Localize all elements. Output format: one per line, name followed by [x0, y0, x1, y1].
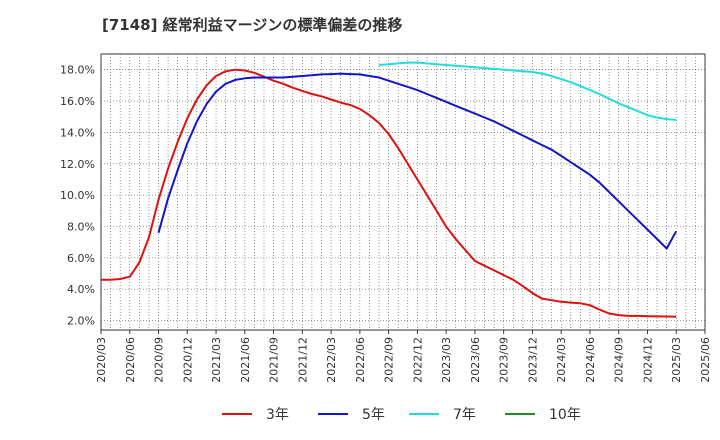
legend-label-0: 3年	[266, 407, 289, 423]
chart-title: [7148] 経常利益マージンの標準偏差の推移	[102, 16, 402, 34]
x-tick-label: 2022/06	[354, 337, 367, 383]
y-tick-label: 12.0%	[60, 158, 95, 171]
x-tick-label: 2024/09	[613, 337, 626, 383]
legend: 3年 5年 7年 10年	[222, 407, 581, 423]
y-tick-label: 14.0%	[60, 126, 95, 139]
x-tick-label: 2023/03	[440, 337, 453, 383]
y-tick-label: 4.0%	[67, 283, 95, 296]
x-tick-label: 2023/12	[526, 337, 539, 383]
x-tick-label: 2020/09	[153, 337, 166, 383]
series-line-1	[157, 72, 678, 250]
y-axis: 2.0% 4.0% 6.0% 8.0% 10.0% 12.0% 14.0% 16.0% 18.0…	[60, 64, 95, 328]
series-lines	[101, 61, 678, 318]
x-tick-label: 2021/09	[268, 337, 281, 383]
x-tick-label: 2022/03	[325, 337, 338, 383]
x-axis: 2020/03 2020/06 2020/09 2020/12 2021/03 2021/…	[95, 330, 712, 383]
x-tick-label: 2023/06	[469, 337, 482, 383]
x-tick-label: 2020/12	[181, 337, 194, 383]
legend-label-3: 10年	[549, 407, 581, 423]
x-tick-label: 2020/06	[124, 337, 137, 383]
series-line-0	[101, 68, 677, 318]
grid	[100, 54, 706, 330]
y-tick-label: 16.0%	[60, 95, 95, 108]
x-tick-label: 2020/03	[95, 337, 108, 383]
x-tick-label: 2021/12	[296, 337, 309, 383]
y-tick-label: 18.0%	[60, 64, 95, 77]
series-line-2	[378, 61, 677, 121]
plot-area	[100, 53, 706, 331]
x-tick-label: 2024/03	[555, 337, 568, 383]
x-tick-label: 2024/12	[641, 337, 654, 383]
legend-label-1: 5年	[362, 407, 385, 423]
y-tick-label: 8.0%	[67, 221, 95, 234]
y-tick-label: 6.0%	[67, 252, 95, 265]
x-tick-label: 2024/06	[584, 337, 597, 383]
x-tick-label: 2022/09	[383, 337, 396, 383]
x-tick-label: 2022/12	[411, 337, 424, 383]
y-tick-label: 2.0%	[67, 315, 95, 328]
x-tick-label: 2021/06	[239, 337, 252, 383]
x-tick-label: 2025/06	[699, 337, 712, 383]
x-tick-label: 2025/03	[670, 337, 683, 383]
legend-label-2: 7年	[453, 407, 476, 423]
y-tick-label: 10.0%	[60, 189, 95, 202]
x-tick-label: 2021/03	[210, 337, 223, 383]
x-tick-label: 2023/09	[498, 337, 511, 383]
